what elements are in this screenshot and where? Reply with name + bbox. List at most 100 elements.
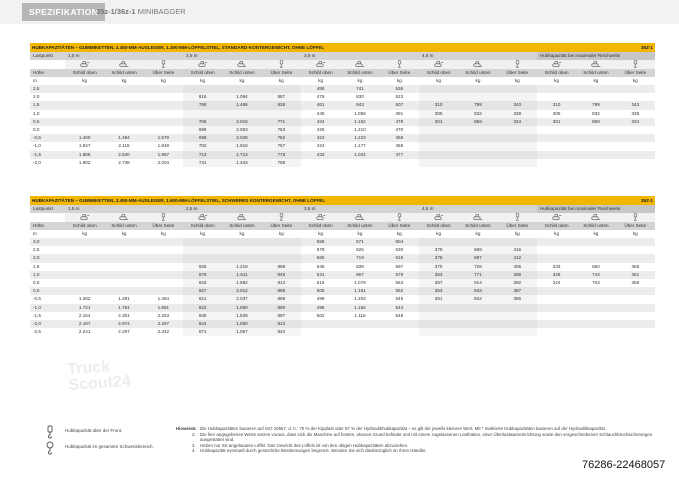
capacity-cell: 816 <box>182 93 223 102</box>
capacity-cell <box>615 238 655 247</box>
capacity-cell <box>300 320 341 329</box>
capacity-cell: 466 <box>379 134 419 143</box>
capacity-cell <box>65 110 104 118</box>
capacity-cell <box>458 126 498 135</box>
capacity-cell: 1.024 <box>340 150 380 159</box>
capacity-cell <box>615 254 655 263</box>
ueber-seite-icon <box>279 213 283 222</box>
ueber-seite-icon <box>633 60 637 69</box>
legend-rotation: Hubkapazität im gesamten Schwenkbereich. <box>43 441 154 456</box>
capacity-cell <box>418 238 459 247</box>
capacity-cell <box>458 320 498 329</box>
subheader: Über Seite <box>143 221 183 230</box>
capacity-cell: 604 <box>379 238 419 247</box>
unit-kg: kg <box>632 230 638 236</box>
capacity-cell <box>537 295 576 303</box>
capacity-cell <box>418 126 459 135</box>
unit-kg: kg <box>318 77 324 83</box>
capacity-cell: 859 <box>576 117 616 127</box>
table-row: 3,0 558 571 604 <box>30 238 655 247</box>
table-row: -0,5 1.262 1.291 1.364 821 2.037 889 499 1.203 54… <box>30 295 655 304</box>
capacity-cell: 912 <box>261 320 301 329</box>
table-row: 2,5 578 625 630 379 669 416 <box>30 246 655 255</box>
capacity-cell <box>497 142 537 151</box>
capacity-cell <box>576 303 616 312</box>
capacity-cell <box>301 159 340 167</box>
capacity-cell <box>458 238 498 247</box>
capacity-cell: 702 <box>182 142 223 151</box>
subheader: Über Seite <box>261 68 301 77</box>
capacity-cell <box>497 320 537 329</box>
capacity-cell <box>104 101 144 110</box>
unit-kg: kg <box>160 230 166 236</box>
unit-kg: kg <box>357 230 363 236</box>
capacity-cell: 363 <box>418 270 459 280</box>
note-item: 2. Die hier angegebenen Werte setzen vora… <box>192 431 653 443</box>
capacity-cell: 424 <box>316 143 325 149</box>
unit-kg: kg <box>554 77 560 83</box>
capacity-cell <box>182 254 223 263</box>
icon-cell <box>104 60 144 69</box>
capacity-cell <box>576 126 615 134</box>
height-cell: 1,0 <box>33 110 40 116</box>
capacity-cell: 365 <box>631 263 640 269</box>
icon-cell <box>261 213 301 222</box>
capacity-cell: 698 <box>182 134 223 143</box>
icon-cell <box>576 213 616 222</box>
capacity-cell: 925 <box>182 262 223 271</box>
note-item: 1. Die Hubkapazitäten basieren auf ISO 10… <box>192 426 607 431</box>
capacity-cell <box>418 328 459 337</box>
table-code: 35Z-1 <box>536 196 655 205</box>
subheader: Schild unten <box>576 68 616 77</box>
capacity-cell <box>458 150 498 159</box>
schild-unten-icon <box>355 213 365 220</box>
capacity-cell <box>65 101 105 110</box>
schild-unten-icon <box>591 213 601 220</box>
unit-kg: kg <box>239 230 245 236</box>
capacity-cell <box>537 93 576 101</box>
capacity-cell: 1.948 <box>157 143 170 149</box>
capacity-cell <box>261 109 301 118</box>
icon-cell <box>497 213 537 222</box>
icon-cell <box>418 213 459 222</box>
max-reach-header: Hubkapazität bei maximaler Reichweite <box>536 52 655 61</box>
capacity-cell <box>576 134 616 143</box>
capacity-cell: 579 <box>379 270 419 280</box>
capacity-cell <box>418 93 459 102</box>
icon-cell <box>182 213 223 222</box>
capacity-cell: 333 <box>552 263 561 269</box>
capacity-cell: 470 <box>395 127 404 133</box>
capacity-cell: 545 <box>395 296 404 302</box>
capacity-cell: 1.579 <box>143 134 183 143</box>
capacity-cell: 839 <box>356 263 364 269</box>
subheader: Schild unten <box>340 68 380 77</box>
icon-cell <box>300 213 341 222</box>
ueber-seite-icon <box>397 213 401 222</box>
capacity-cell <box>65 246 104 254</box>
capacity-cell: 650 <box>592 263 600 269</box>
capacity-cell: 743 <box>576 270 616 280</box>
capacity-cell: 763 <box>261 126 301 135</box>
capacity-cell: 741 <box>340 85 380 94</box>
capacity-cell: 310 <box>418 101 459 110</box>
icon-cell <box>340 60 380 69</box>
subheader: Schild oben <box>65 68 105 77</box>
capacity-cell <box>65 238 105 247</box>
height-cell: 2,0 <box>30 254 65 263</box>
capacity-cell: 405 <box>497 262 537 271</box>
capacity-cell <box>458 134 498 143</box>
capacity-cell: 2.012 <box>222 287 262 296</box>
section-tab: SPEZIFIKATION <box>22 3 106 21</box>
capacity-cell: 2.840 <box>104 150 144 159</box>
subheader: Über Seite <box>497 68 537 77</box>
subheader: Über Seite <box>615 221 655 230</box>
table-row: 2,0 816 1.084 887 476 830 523 <box>30 93 655 102</box>
unit-kg: kg <box>475 230 481 236</box>
capacity-cell: 706 <box>182 117 223 127</box>
unit-kg: kg <box>82 77 88 83</box>
height-cell: 1,5 <box>30 101 65 110</box>
icon-cell <box>458 213 498 222</box>
ueber-seite-icon <box>515 213 519 222</box>
capacity-cell: 478 <box>379 117 419 127</box>
capacity-cell <box>536 320 577 329</box>
